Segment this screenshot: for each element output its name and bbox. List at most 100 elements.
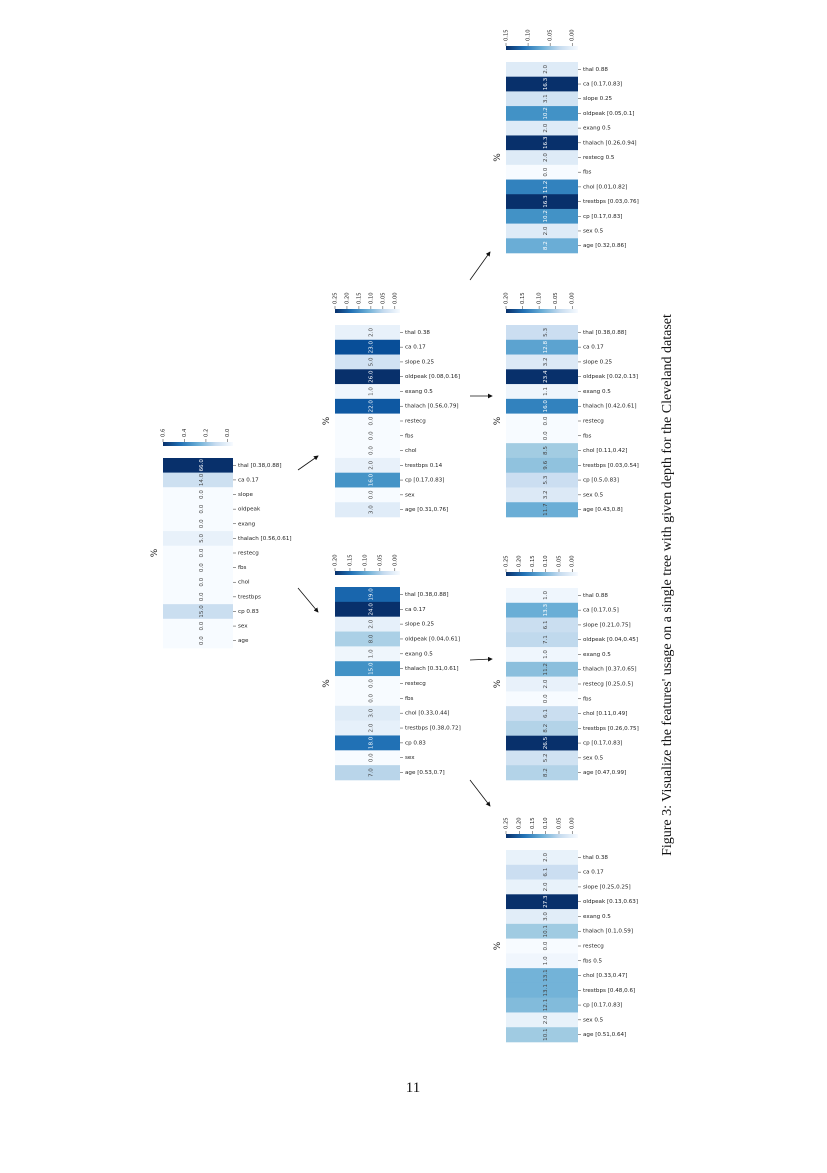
cell-value: 7.0 [368,768,374,777]
heatmap-cell [506,661,578,677]
cell-value: 16.3 [543,77,549,90]
row-label: exang 0.5 [583,652,611,658]
cell-value: 2.0 [543,123,549,132]
heatmap-cell [335,705,400,721]
colorbar [506,834,578,838]
colorbar [335,571,400,575]
row-label: thal 0.38 [583,855,608,861]
heatmap-cell [506,135,578,151]
heatmap-cell [506,238,578,254]
heatmap-cell [335,443,400,459]
heatmap-node: 0.20 0.15 0.10 0.05 0.00% 5.3 thal [0.38,0.88]… [493,292,639,518]
row-label: trestbps [0.38,0.72] [405,726,461,732]
row-label: sex 0.5 [583,492,604,498]
cell-value: 2.0 [368,460,374,469]
row-label: ca 0.17 [583,870,604,876]
percent-label: % [493,941,503,950]
row-label: thal [0.38,0.88] [583,330,627,336]
heatmap-cell [335,631,400,647]
heatmap-cell [163,531,233,546]
cell-value: 23.0 [368,340,374,353]
cell-value: 8.2 [543,724,549,733]
cell-value: 0.0 [199,563,205,572]
row-label: thalach [0.1,0.59] [583,929,633,935]
heatmap-cell [506,150,578,166]
heatmap-cell [335,676,400,692]
heatmap-cell [506,720,578,736]
colorbar [163,442,233,446]
cell-value: 22.0 [368,400,374,413]
heatmap-cell [506,850,578,866]
row-label: chol [238,580,250,586]
row-label: exang 0.5 [583,389,611,395]
percent-label: % [493,416,503,425]
colorbar-tick-label: 0.15 [520,292,526,304]
row-label: sex 0.5 [583,228,604,234]
row-label: exang 0.5 [583,914,611,920]
row-label: fbs 0.5 [583,958,603,964]
row-label: trestbps [0.48,0.6] [583,988,635,994]
cell-value: 0.0 [199,577,205,586]
colorbar [506,46,578,50]
heatmap-cell [506,735,578,751]
heatmap-cell [335,428,400,444]
cell-value: 0.0 [199,636,205,645]
heatmap-cell [506,909,578,925]
colorbar-tick-label: 0.05 [553,292,559,304]
arrow [297,455,319,471]
row-label: thal [0.38,0.88] [405,592,449,598]
row-label: sex [405,755,415,761]
row-label: cp [0.17,0.83] [405,478,444,484]
tree-arrows [297,251,493,807]
row-label: cp [0.5,0.83] [583,478,619,484]
colorbar-tick-label: 0.00 [570,29,576,41]
heatmap-cell [335,472,400,488]
heatmap-node: 0.25 0.20 0.15 0.10 0.05 0.00% 1.0 thal 0.88 13.… [493,555,639,781]
row-label: restecg 0.5 [583,155,615,161]
cell-value: 18.0 [368,736,374,749]
colorbar-tick-label: 0.00 [570,555,576,567]
heatmap-cell [506,91,578,107]
heatmap-cell [506,369,578,385]
cell-value: 6.1 [543,867,549,876]
heatmap-cell [335,720,400,736]
row-label: thalach [0.42,0.61] [583,404,637,410]
heatmap-cell [335,502,400,518]
row-label: chol [0.33,0.47] [583,973,627,979]
heatmap-cell [506,982,578,998]
heatmap-cell [506,617,578,633]
heatmap-cell [506,384,578,400]
row-label: thalach [0.26,0.94] [583,140,637,146]
row-label: chol [0.11,0.49] [583,711,627,717]
heatmap-cell [506,706,578,722]
heatmap-cell [506,1012,578,1028]
heatmap-cell [506,106,578,122]
cell-value: 8.0 [368,634,374,643]
row-label: age [0.47,0.99] [583,770,626,776]
heatmap-cell [506,647,578,663]
heatmap-cell [506,413,578,429]
cell-value: 2.0 [543,226,549,235]
row-label: oldpeak [0.08,0.16] [405,374,460,380]
cell-value: 0.0 [199,592,205,601]
heatmap-cell [506,997,578,1013]
cell-value: 16.3 [543,195,549,208]
colorbar-tick-label: 0.4 [182,428,188,437]
arrow [469,656,493,662]
heatmap-cell [506,487,578,503]
row-label: trestbps [0.03,0.54] [583,463,639,469]
row-label: ca 0.17 [405,345,426,351]
colorbar-tick-label: 0.05 [377,554,383,566]
cell-value: 3.2 [543,357,549,366]
cell-value: 11.2 [543,181,549,193]
colorbar-tick-label: 0.10 [543,555,549,567]
cell-value: 14.0 [199,473,205,486]
cell-value: 3.2 [543,490,549,499]
row-label: restecg [583,944,604,950]
colorbar-tick-label: 0.15 [530,817,536,829]
cell-value: 13.1 [543,984,549,997]
heatmap-cell [335,587,400,603]
heatmap-cell [163,574,233,590]
colorbar-tick-label: 0.00 [570,817,576,829]
heatmap-cell [163,472,233,488]
